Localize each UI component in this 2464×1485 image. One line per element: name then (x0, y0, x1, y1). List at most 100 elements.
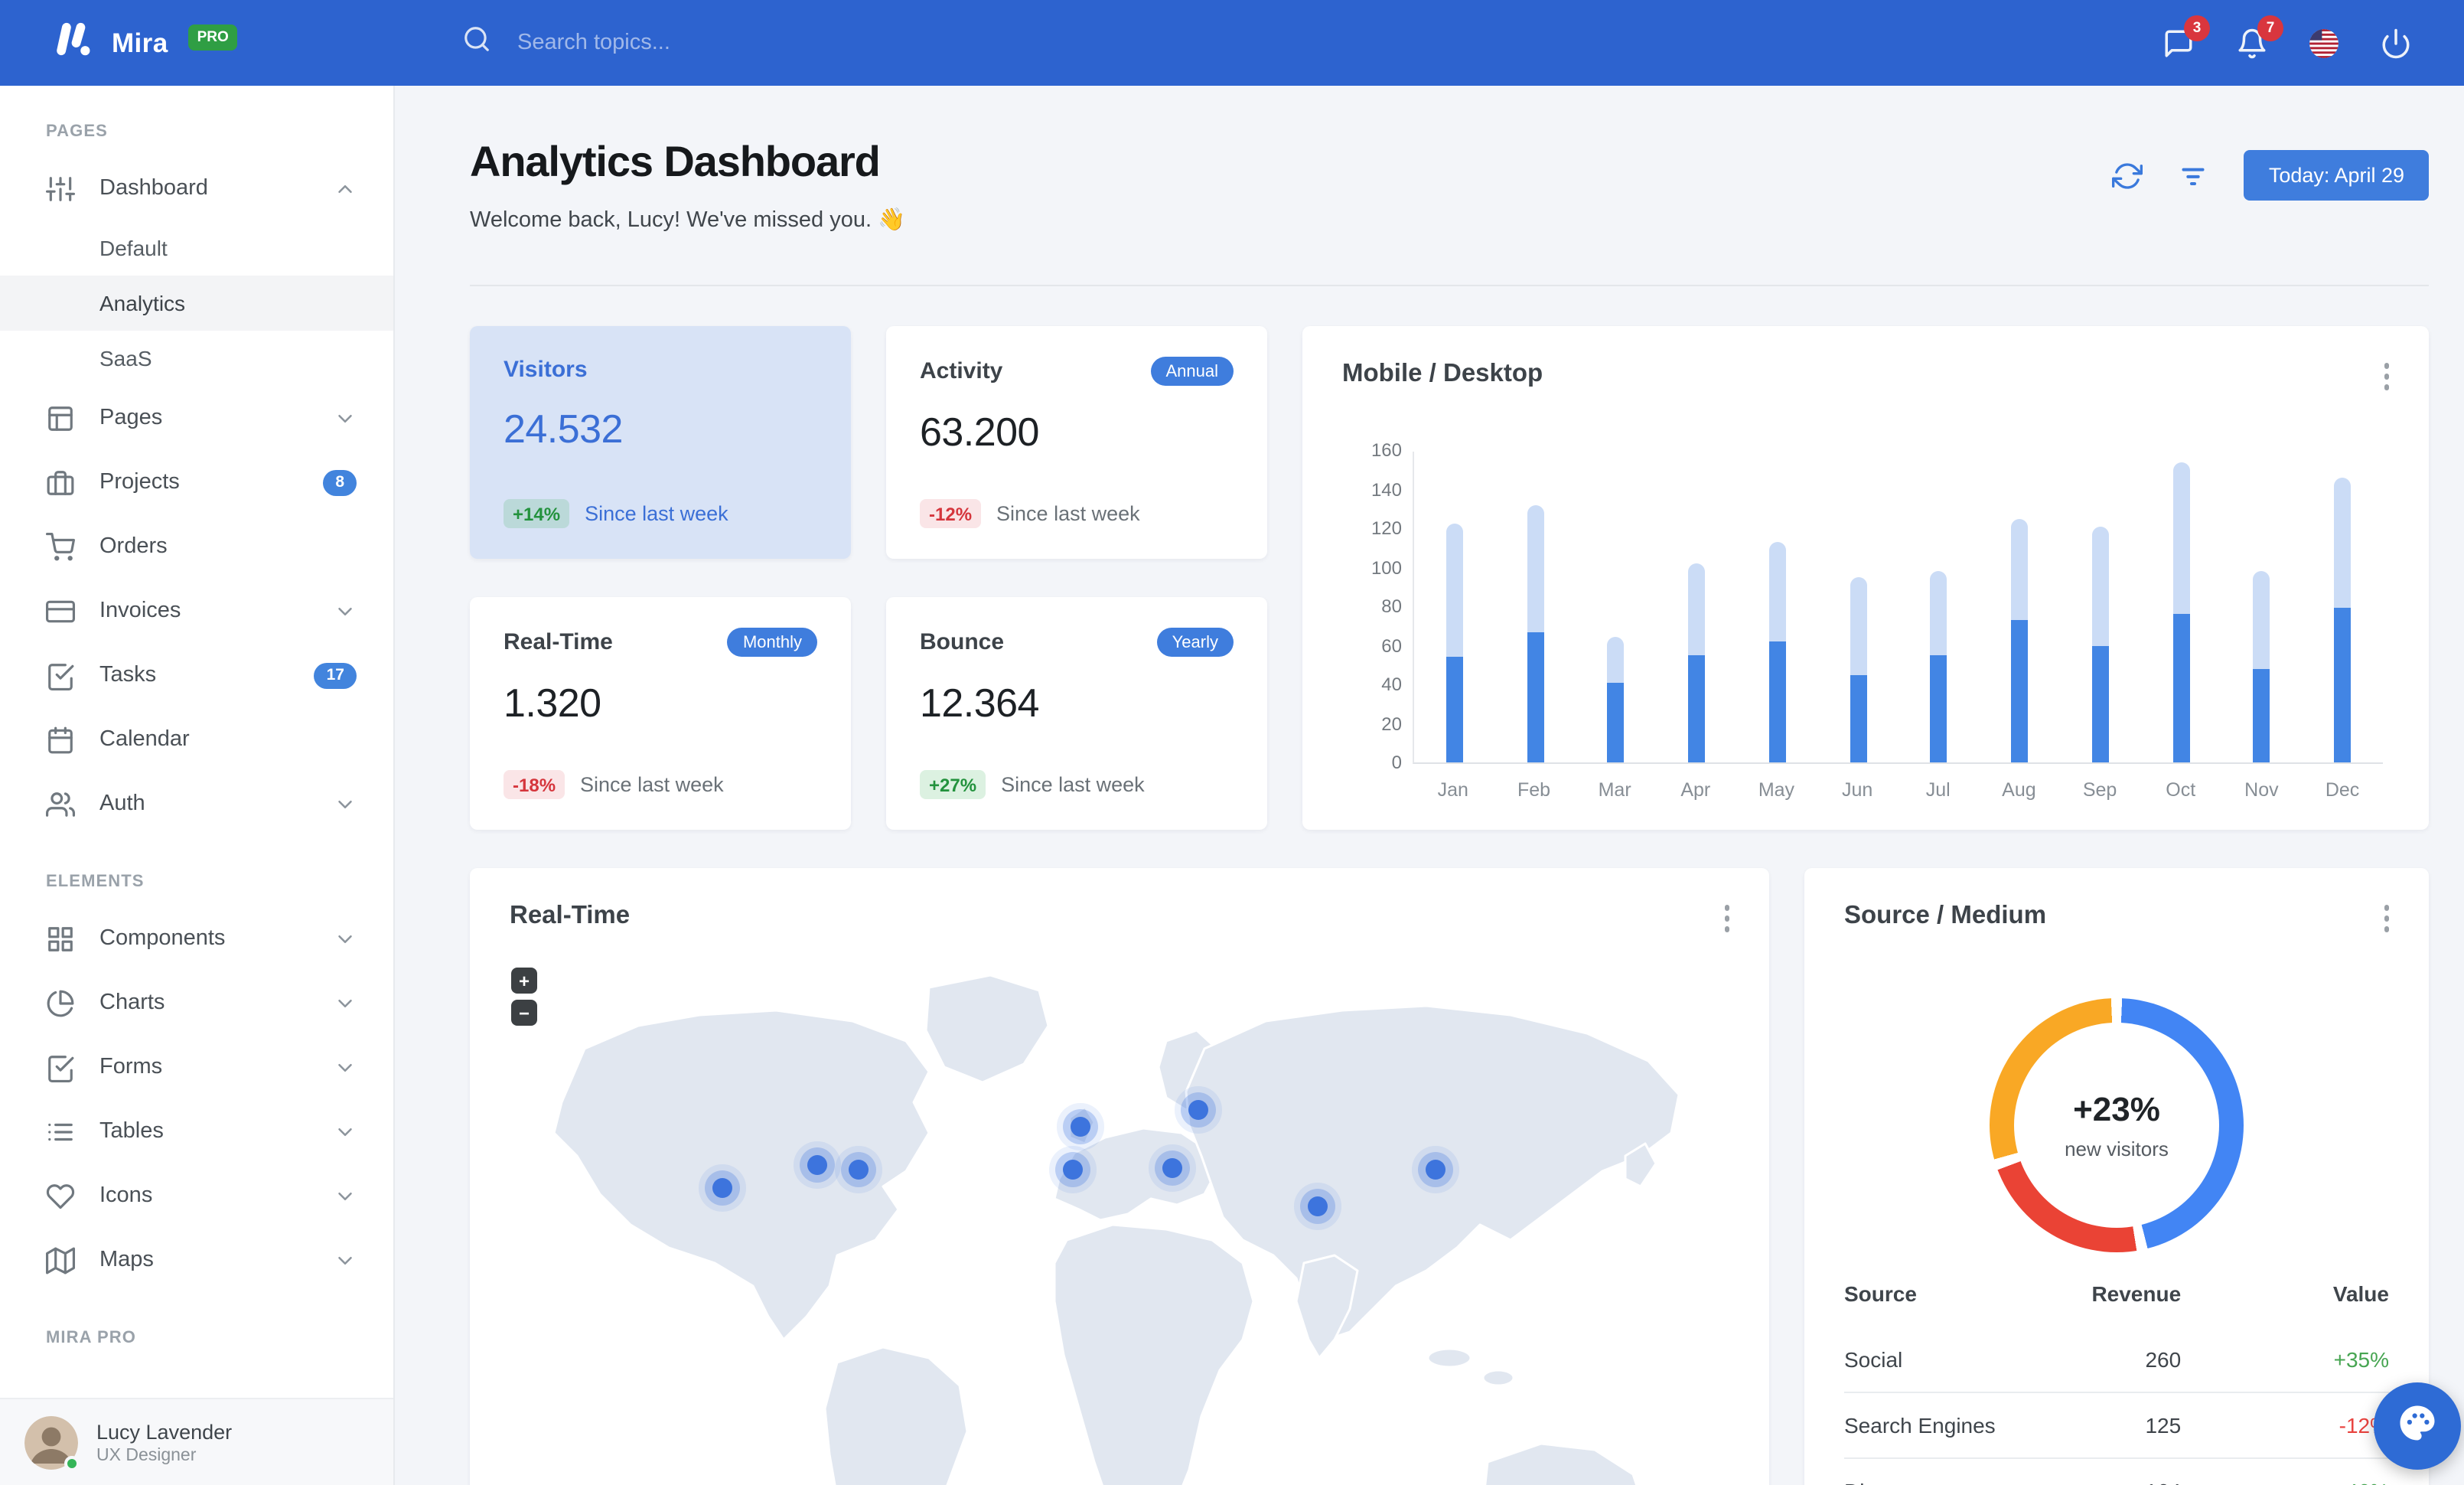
map-marker (849, 1160, 869, 1180)
sidebar-item-charts[interactable]: Charts (0, 971, 393, 1035)
cell-source: Direct (1844, 1457, 2034, 1485)
bar-slot-sep (2060, 452, 2141, 762)
chevron-down-icon (334, 991, 357, 1014)
map-marker (807, 1155, 827, 1175)
bar-desktop-segment (1850, 576, 1867, 675)
sidebar-item-forms[interactable]: Forms (0, 1035, 393, 1099)
stat-value: 12.364 (920, 680, 1039, 726)
chart-title: Mobile / Desktop (1342, 360, 1543, 387)
col-source: Source (1844, 1281, 1917, 1306)
sidebar-subitem-analytics[interactable]: Analytics (0, 276, 393, 331)
user-role: UX Designer (96, 1446, 197, 1464)
sidebar-item-calendar[interactable]: Calendar (0, 707, 393, 772)
briefcase-icon (46, 468, 75, 497)
avatar (24, 1415, 80, 1470)
sidebar-subitem-saas[interactable]: SaaS (99, 346, 152, 370)
y-tick: 120 (1371, 517, 1402, 539)
y-tick: 20 (1381, 713, 1402, 734)
table-header-row: Source Revenue Value (1844, 1263, 2389, 1327)
realtime-map-card: Real-Time + − (470, 868, 1769, 1485)
top-navbar: Mira PRO 3 7 (0, 0, 2464, 86)
bar-slot-jun (1818, 452, 1899, 762)
sidebar-item-icons[interactable]: Icons (0, 1164, 393, 1228)
x-label-may: May (1758, 779, 1795, 801)
sidebar-user-profile[interactable]: Lucy Lavender UX Designer (0, 1398, 393, 1485)
power-logout-icon[interactable] (2380, 27, 2412, 59)
main-content: Analytics Dashboard Welcome back, Lucy! … (395, 86, 2464, 1485)
sidebar-item-maps[interactable]: Maps (0, 1228, 393, 1292)
sidebar-badge: 17 (314, 662, 357, 688)
chevron-up-icon (334, 177, 357, 200)
stat-title: Real-Time (504, 629, 613, 655)
sidebar-item-components[interactable]: Components (0, 906, 393, 971)
stats-grid: Visitors 24.532 +14% Since last week Activit… (470, 326, 1267, 830)
source-table-wrap: Source Revenue Value Social 260 +35% Search… (1844, 1263, 2389, 1485)
brand-logo[interactable]: Mira PRO (0, 18, 395, 67)
map-menu-kebab-icon[interactable] (1721, 902, 1732, 935)
bar-slot-dec (2303, 452, 2384, 762)
stat-title: Bounce (920, 629, 1005, 655)
sidebar-item-tables[interactable]: Tables (0, 1099, 393, 1164)
messages-icon[interactable]: 3 (2163, 15, 2210, 59)
stat-period-badge: Monthly (727, 628, 817, 657)
chart-menu-kebab-icon[interactable] (2381, 360, 2392, 393)
date-range-button[interactable]: Today: April 29 (2244, 150, 2429, 201)
donut-center-value: +23% (2073, 1090, 2160, 1128)
map-zoom-in-button[interactable]: + (511, 968, 537, 994)
refresh-icon[interactable] (2112, 160, 2143, 191)
source-menu-kebab-icon[interactable] (2381, 902, 2392, 935)
sidebar-item-invoices[interactable]: Invoices (0, 579, 393, 643)
search-input[interactable] (514, 29, 866, 57)
grid-icon (46, 924, 75, 953)
bar-mobile-segment (2091, 645, 2109, 762)
filter-icon[interactable] (2179, 160, 2209, 191)
stat-delta-chip: -18% (504, 770, 565, 799)
stat-caption: Since last week (580, 773, 724, 796)
stat-value: 63.200 (920, 409, 1039, 455)
top-row: Visitors 24.532 +14% Since last week Activit… (470, 326, 2429, 830)
sidebar-subitem-default[interactable]: Default (99, 236, 168, 260)
source-medium-title: Source / Medium (1844, 902, 2047, 929)
x-label-jul: Jul (1925, 779, 1951, 801)
x-label-jun: Jun (1841, 779, 1873, 801)
sidebar-item-projects[interactable]: Projects 8 (0, 450, 393, 514)
stat-title: Activity (920, 358, 1003, 384)
stat-card-activity: Activity Annual 63.200 -12% Since last week (886, 326, 1267, 559)
map-marker (1071, 1117, 1090, 1137)
y-tick: 140 (1371, 478, 1402, 500)
bar-desktop-segment (2334, 477, 2352, 609)
bar-chart-plot: 0 20 40 60 80 100 120 140 160 (1371, 439, 2384, 773)
bar-desktop-segment (1930, 571, 1947, 655)
cell-revenue: 260 (2145, 1347, 2182, 1372)
x-label-mar: Mar (1598, 779, 1631, 801)
stat-card-bounce: Bounce Yearly 12.364 +27% Since last week (886, 597, 1267, 830)
language-us-flag-icon[interactable] (2309, 28, 2339, 57)
donut-center-label: new visitors (2065, 1137, 2169, 1160)
bar-mobile-segment (1607, 682, 1625, 762)
page-header: Analytics Dashboard Welcome back, Lucy! … (470, 126, 2429, 251)
bar-desktop-segment (1607, 637, 1625, 683)
sidebar-nav: PAGES Dashboard Default Analytics SaaS Pages P… (0, 122, 393, 1347)
bar-mobile-segment (1688, 654, 1706, 762)
sidebar-item-orders[interactable]: Orders (0, 514, 393, 579)
world-map[interactable] (470, 957, 1769, 1485)
notifications-bell-icon[interactable]: 7 (2236, 15, 2283, 59)
sidebar-item-auth[interactable]: Auth (0, 772, 393, 836)
online-status-dot (64, 1455, 80, 1470)
notifications-count-badge: 7 (2257, 15, 2283, 41)
bar-mobile-segment (2011, 619, 2029, 762)
map-zoom-out-button[interactable]: − (511, 1000, 537, 1026)
col-revenue: Revenue (2091, 1281, 2182, 1306)
bar-mobile-segment (2172, 614, 2190, 762)
sidebar-item-dashboard[interactable]: Dashboard (0, 156, 393, 220)
bar-desktop-segment (1445, 524, 1463, 658)
bar-desktop-segment (2011, 518, 2029, 620)
theme-settings-fab[interactable] (2374, 1382, 2461, 1470)
table-row: Social 260 +35% (1844, 1327, 2389, 1392)
x-label-oct: Oct (2166, 779, 2196, 801)
sidebar-item-tasks[interactable]: Tasks 17 (0, 643, 393, 707)
cell-revenue: 125 (2033, 1392, 2319, 1458)
y-tick: 80 (1381, 596, 1402, 617)
bar-mobile-segment (1768, 641, 1786, 762)
sidebar-item-pages[interactable]: Pages (0, 386, 393, 450)
